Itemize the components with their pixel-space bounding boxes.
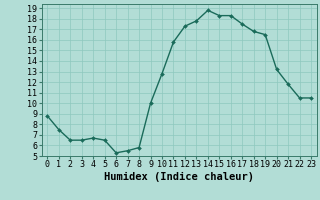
X-axis label: Humidex (Indice chaleur): Humidex (Indice chaleur) — [104, 172, 254, 182]
